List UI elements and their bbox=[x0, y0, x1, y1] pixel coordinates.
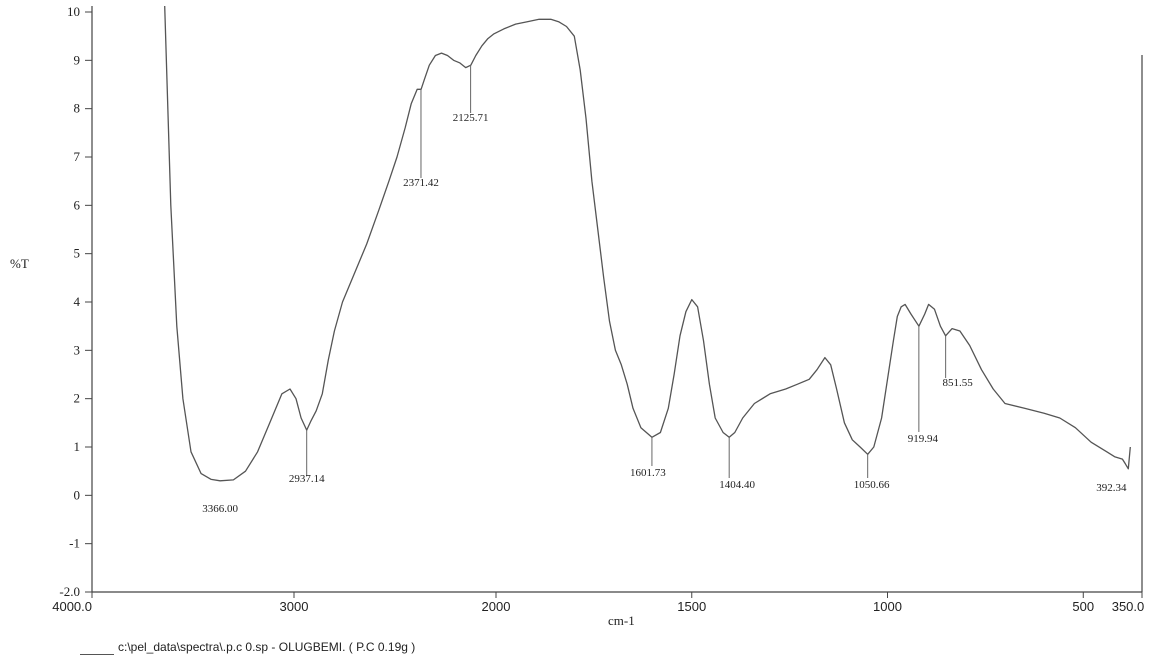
y-tick-label: 3 bbox=[74, 342, 81, 357]
y-tick-label: 6 bbox=[74, 197, 81, 212]
peak-label: 2125.71 bbox=[453, 112, 489, 124]
y-tick-label: -1 bbox=[69, 536, 80, 551]
y-tick-label: 0 bbox=[74, 487, 81, 502]
x-tick-label: 350.0 bbox=[1112, 599, 1145, 614]
y-tick-label: -2.0 bbox=[59, 584, 80, 599]
peak-label: 1601.73 bbox=[630, 467, 666, 479]
y-tick-label: 10 bbox=[67, 4, 80, 19]
peak-label: 1404.40 bbox=[719, 479, 755, 491]
footer-rule bbox=[80, 654, 114, 655]
peak-label: 851.55 bbox=[943, 377, 974, 389]
y-tick-label: 5 bbox=[74, 246, 81, 261]
plot-frame bbox=[91, 6, 1143, 593]
y-tick-label: 1 bbox=[74, 439, 81, 454]
peak-label: 919.94 bbox=[908, 433, 939, 445]
y-tick-label: 7 bbox=[74, 149, 81, 164]
series-layer bbox=[164, 5, 1131, 482]
x-tick-label: 2000 bbox=[482, 599, 511, 614]
y-tick-label: 2 bbox=[74, 391, 81, 406]
y-axis-title: %T bbox=[10, 256, 29, 271]
spectrum-series-line bbox=[164, 5, 1131, 482]
x-tick-label: 500 bbox=[1072, 599, 1094, 614]
y-tick-label: 4 bbox=[74, 294, 81, 309]
y-tick-label: 9 bbox=[74, 52, 81, 67]
footer-caption: c:\pel_data\spectra\.p.c 0.sp - OLUGBEMI… bbox=[118, 640, 416, 654]
x-tick-label: 3000 bbox=[280, 599, 309, 614]
x-tick-label: 1000 bbox=[873, 599, 902, 614]
x-axis-title: cm-1 bbox=[608, 613, 635, 628]
peak-annotations: 3366.00 2937.14 2371.42 2125.71 1601.73 1404.… bbox=[202, 65, 1127, 515]
y-axis-ticks: -2.0 -1 0 1 2 3 4 5 6 7 8 9 10 bbox=[59, 4, 92, 599]
x-axis-ticks: 4000.0 3000 2000 1500 1000 500 350.0 bbox=[52, 592, 1144, 614]
x-tick-label: 1500 bbox=[677, 599, 706, 614]
y-tick-label: 8 bbox=[74, 101, 81, 116]
peak-label: 2937.14 bbox=[289, 473, 325, 485]
peak-label: 392.34 bbox=[1096, 482, 1127, 494]
peak-label: 2371.42 bbox=[403, 177, 439, 189]
peak-label: 3366.00 bbox=[202, 503, 238, 515]
peak-label: 1050.66 bbox=[854, 479, 890, 491]
x-tick-label: 4000.0 bbox=[52, 599, 92, 614]
